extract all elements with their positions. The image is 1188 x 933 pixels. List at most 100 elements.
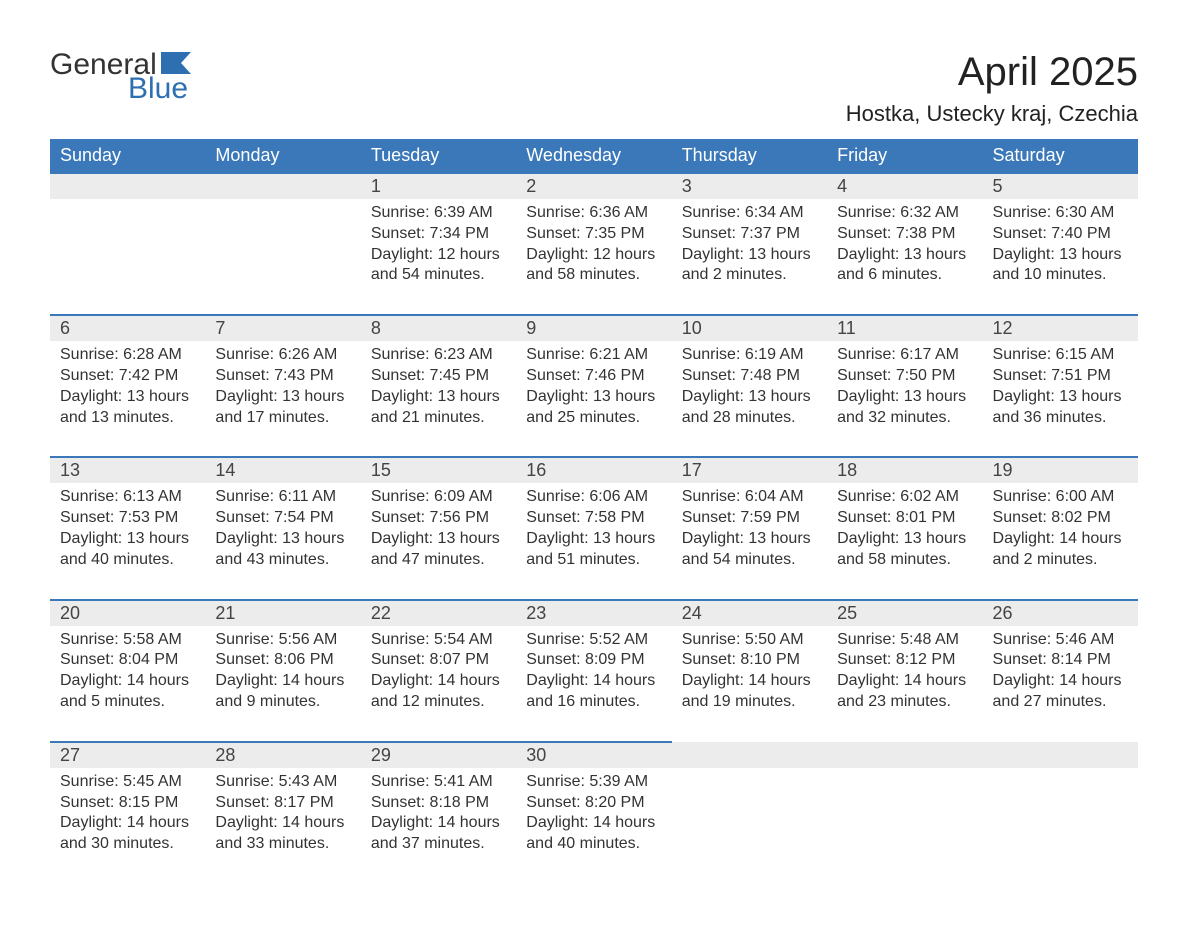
day-content: Sunrise: 5:48 AMSunset: 8:12 PMDaylight:… <box>827 626 982 742</box>
sunset-text: Sunset: 8:07 PM <box>371 650 506 671</box>
sunset-text: Sunset: 8:02 PM <box>993 508 1128 529</box>
sunrise-text: Sunrise: 6:34 AM <box>682 203 817 224</box>
sunset-text: Sunset: 8:09 PM <box>526 650 661 671</box>
daylight-text: Daylight: 13 hours and 32 minutes. <box>837 387 972 429</box>
day-content: Sunrise: 6:17 AMSunset: 7:50 PMDaylight:… <box>827 341 982 457</box>
sunset-text: Sunset: 7:43 PM <box>215 366 350 387</box>
sunrise-text: Sunrise: 6:19 AM <box>682 345 817 366</box>
daylight-text: Daylight: 14 hours and 27 minutes. <box>993 671 1128 713</box>
page-title: April 2025 <box>846 50 1138 95</box>
day-number: 6 <box>50 315 205 341</box>
day-content: Sunrise: 6:02 AMSunset: 8:01 PMDaylight:… <box>827 483 982 599</box>
sunrise-text: Sunrise: 5:45 AM <box>60 772 195 793</box>
sunset-text: Sunset: 7:34 PM <box>371 224 506 245</box>
sunset-text: Sunset: 7:50 PM <box>837 366 972 387</box>
day-number: 21 <box>205 600 360 626</box>
day-content <box>672 768 827 883</box>
day-number: 3 <box>672 173 827 199</box>
day-content: Sunrise: 6:06 AMSunset: 7:58 PMDaylight:… <box>516 483 671 599</box>
day-content: Sunrise: 5:50 AMSunset: 8:10 PMDaylight:… <box>672 626 827 742</box>
sunrise-text: Sunrise: 5:58 AM <box>60 630 195 651</box>
location-subtitle: Hostka, Ustecky kraj, Czechia <box>846 101 1138 127</box>
sunset-text: Sunset: 7:37 PM <box>682 224 817 245</box>
day-number: 25 <box>827 600 982 626</box>
daynum-row: 13141516171819 <box>50 457 1138 483</box>
day-number: 17 <box>672 457 827 483</box>
weekday-header: Thursday <box>672 139 827 173</box>
daylight-text: Daylight: 14 hours and 2 minutes. <box>993 529 1128 571</box>
sunset-text: Sunset: 8:15 PM <box>60 793 195 814</box>
weekday-header-row: Sunday Monday Tuesday Wednesday Thursday… <box>50 139 1138 173</box>
day-content: Sunrise: 5:58 AMSunset: 8:04 PMDaylight:… <box>50 626 205 742</box>
day-number: 27 <box>50 742 205 768</box>
sunset-text: Sunset: 7:58 PM <box>526 508 661 529</box>
day-content: Sunrise: 6:30 AMSunset: 7:40 PMDaylight:… <box>983 199 1138 315</box>
day-content: Sunrise: 6:32 AMSunset: 7:38 PMDaylight:… <box>827 199 982 315</box>
day-content: Sunrise: 5:39 AMSunset: 8:20 PMDaylight:… <box>516 768 671 883</box>
sunrise-text: Sunrise: 6:04 AM <box>682 487 817 508</box>
day-content: Sunrise: 6:09 AMSunset: 7:56 PMDaylight:… <box>361 483 516 599</box>
sunset-text: Sunset: 8:17 PM <box>215 793 350 814</box>
day-content: Sunrise: 6:19 AMSunset: 7:48 PMDaylight:… <box>672 341 827 457</box>
daylight-text: Daylight: 14 hours and 12 minutes. <box>371 671 506 713</box>
logo-text-blue: Blue <box>50 74 197 104</box>
sunrise-text: Sunrise: 6:28 AM <box>60 345 195 366</box>
day-number: 13 <box>50 457 205 483</box>
daylight-text: Daylight: 13 hours and 51 minutes. <box>526 529 661 571</box>
daylight-text: Daylight: 13 hours and 36 minutes. <box>993 387 1128 429</box>
weekday-header: Saturday <box>983 139 1138 173</box>
daylight-text: Daylight: 14 hours and 9 minutes. <box>215 671 350 713</box>
sunset-text: Sunset: 8:20 PM <box>526 793 661 814</box>
day-content: Sunrise: 6:13 AMSunset: 7:53 PMDaylight:… <box>50 483 205 599</box>
daylight-text: Daylight: 13 hours and 40 minutes. <box>60 529 195 571</box>
content-row: Sunrise: 6:28 AMSunset: 7:42 PM Daylight:… <box>50 341 1138 457</box>
sunrise-text: Sunrise: 6:00 AM <box>993 487 1128 508</box>
sunrise-text: Sunrise: 6:02 AM <box>837 487 972 508</box>
daylight-text: Daylight: 14 hours and 37 minutes. <box>371 813 506 855</box>
daylight-text: Daylight: 14 hours and 30 minutes. <box>60 813 195 855</box>
sunset-text: Sunset: 7:35 PM <box>526 224 661 245</box>
day-number: 22 <box>361 600 516 626</box>
day-content: Sunrise: 5:43 AMSunset: 8:17 PMDaylight:… <box>205 768 360 883</box>
day-number: 20 <box>50 600 205 626</box>
day-content <box>50 199 205 315</box>
daynum-row: 6789101112 <box>50 315 1138 341</box>
sunset-text: Sunset: 7:56 PM <box>371 508 506 529</box>
sunrise-text: Sunrise: 5:48 AM <box>837 630 972 651</box>
day-number <box>50 173 205 199</box>
daylight-text: Daylight: 14 hours and 19 minutes. <box>682 671 817 713</box>
sunset-text: Sunset: 7:54 PM <box>215 508 350 529</box>
day-number <box>983 742 1138 768</box>
daylight-text: Daylight: 12 hours and 54 minutes. <box>371 245 506 287</box>
weekday-header: Monday <box>205 139 360 173</box>
sunset-text: Sunset: 7:42 PM <box>60 366 195 387</box>
logo: General Blue <box>50 50 197 104</box>
daynum-row: 27282930 <box>50 742 1138 768</box>
day-content: Sunrise: 6:00 AMSunset: 8:02 PMDaylight:… <box>983 483 1138 599</box>
weekday-header: Wednesday <box>516 139 671 173</box>
daylight-text: Daylight: 14 hours and 16 minutes. <box>526 671 661 713</box>
day-number: 9 <box>516 315 671 341</box>
day-number: 12 <box>983 315 1138 341</box>
sunset-text: Sunset: 7:38 PM <box>837 224 972 245</box>
daylight-text: Daylight: 13 hours and 25 minutes. <box>526 387 661 429</box>
sunrise-text: Sunrise: 6:09 AM <box>371 487 506 508</box>
sunset-text: Sunset: 8:06 PM <box>215 650 350 671</box>
weekday-header: Sunday <box>50 139 205 173</box>
day-content: Sunrise: 6:04 AMSunset: 7:59 PMDaylight:… <box>672 483 827 599</box>
day-number: 30 <box>516 742 671 768</box>
sunrise-text: Sunrise: 6:30 AM <box>993 203 1128 224</box>
sunrise-text: Sunrise: 6:26 AM <box>215 345 350 366</box>
sunset-text: Sunset: 7:48 PM <box>682 366 817 387</box>
day-content: Sunrise: 5:54 AMSunset: 8:07 PMDaylight:… <box>361 626 516 742</box>
sunrise-text: Sunrise: 5:56 AM <box>215 630 350 651</box>
sunrise-text: Sunrise: 5:46 AM <box>993 630 1128 651</box>
day-number: 5 <box>983 173 1138 199</box>
day-number: 1 <box>361 173 516 199</box>
sunset-text: Sunset: 8:04 PM <box>60 650 195 671</box>
day-number: 24 <box>672 600 827 626</box>
day-number: 29 <box>361 742 516 768</box>
daylight-text: Daylight: 13 hours and 28 minutes. <box>682 387 817 429</box>
daylight-text: Daylight: 13 hours and 21 minutes. <box>371 387 506 429</box>
daylight-text: Daylight: 13 hours and 54 minutes. <box>682 529 817 571</box>
